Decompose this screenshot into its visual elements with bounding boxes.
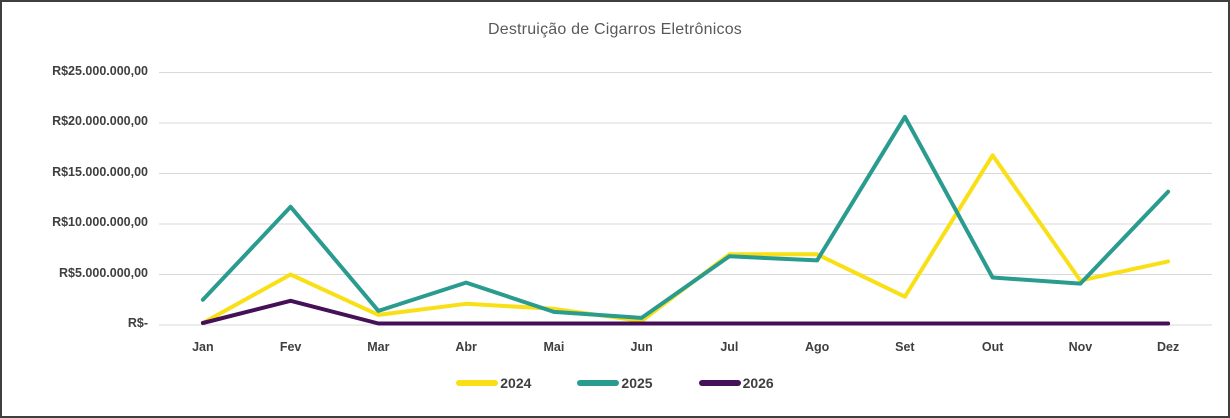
legend-swatch-2026 <box>698 380 741 386</box>
x-tick-label: Ago <box>804 340 830 354</box>
x-tick-label: Mar <box>367 340 390 354</box>
series-line-2026[interactable] <box>200 298 1171 326</box>
chart-title: Destruição de Cigarros Eletrônicos <box>487 21 743 38</box>
legend-item-2025[interactable]: 2025 <box>577 375 653 391</box>
chart-legend: 2024 2025 2026 <box>2 375 1228 391</box>
x-tick-label: Out <box>981 340 1004 354</box>
legend-item-2024[interactable]: 2024 <box>456 375 531 391</box>
x-tick-label: Nov <box>1068 340 1093 354</box>
x-tick-label: Jan <box>192 340 214 354</box>
legend-item-2026[interactable]: 2026 <box>698 375 774 391</box>
legend-swatch-2024 <box>456 380 499 386</box>
x-tick-label: Set <box>895 340 915 354</box>
series-line-2025[interactable] <box>200 114 1171 320</box>
y-tick-label: R$20.000.000,00 <box>52 114 148 128</box>
x-tick-label: Jul <box>720 340 739 354</box>
legend-label: 2024 <box>500 375 532 391</box>
series-line-2024[interactable] <box>200 153 1171 325</box>
legend-swatch-2025 <box>577 380 620 386</box>
x-tick-label: Fev <box>279 340 302 354</box>
x-tick-label: Abr <box>455 340 477 354</box>
y-tick-label: R$- <box>127 316 148 330</box>
legend-label: 2025 <box>621 375 653 391</box>
x-tick-label: Jun <box>630 340 653 354</box>
y-tick-label: R$25.000.000,00 <box>52 63 148 78</box>
y-tick-label: R$10.000.000,00 <box>52 215 148 229</box>
y-tick-label: R$15.000.000,00 <box>52 164 148 179</box>
x-tick-label: Dez <box>1157 340 1180 354</box>
legend-label: 2026 <box>742 375 774 391</box>
x-tick-label: Mai <box>543 340 565 354</box>
y-tick-label: R$5.000.000,00 <box>59 265 148 280</box>
